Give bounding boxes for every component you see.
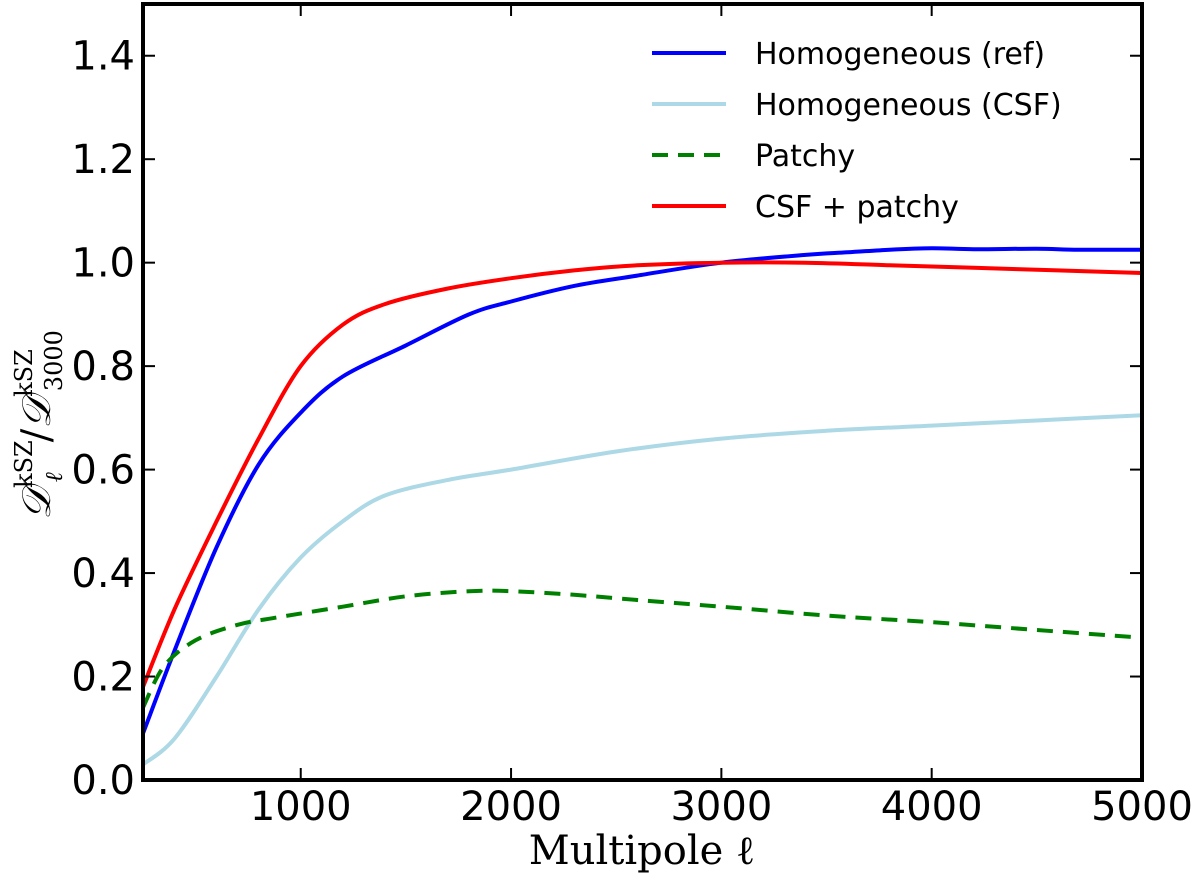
series-line-homogeneous-ref [141, 246, 1143, 735]
y-tick-label: 0.6 [71, 448, 135, 494]
x-tick-label: 3000 [670, 784, 772, 830]
legend-label-patchy: Patchy [755, 139, 855, 174]
legend: Homogeneous (ref) Homogeneous (CSF) Patchy… [652, 37, 1062, 225]
y-tick-label: 0.2 [71, 655, 135, 701]
y-tick-label: 1.2 [71, 137, 135, 183]
y-title-num-sub: ℓ [40, 472, 68, 482]
legend-label-homogeneous-csf: Homogeneous (CSF) [755, 88, 1062, 123]
x-tick-label: 1000 [250, 784, 352, 830]
series-line-patchy [141, 588, 1143, 709]
series-layer [141, 246, 1143, 767]
y-title-slash: / [14, 428, 60, 442]
y-tick-label: 0.8 [71, 344, 135, 390]
y-axis-title: 𝒟kSZℓ/𝒟kSZ3000 [10, 330, 68, 520]
x-tick-label: 2000 [460, 784, 562, 830]
y-tick-label: 0.0 [71, 758, 135, 804]
series-line-csf-patchy [141, 260, 1143, 688]
y-title-num-sup: kSZ [10, 440, 38, 488]
svg-text:𝒟kSZℓ/𝒟kSZ3000: 𝒟kSZℓ/𝒟kSZ3000 [10, 330, 68, 520]
legend-label-csf-patchy: CSF + patchy [755, 190, 959, 225]
x-tick-label: 4000 [881, 784, 983, 830]
y-tick-label: 1.4 [71, 34, 135, 80]
y-title-den-sup: kSZ [10, 349, 38, 397]
ticks-layer: 1000 2000 3000 4000 5000 0.0 0.2 0.4 0.6 0.8 1.0 1.… [71, 4, 1193, 830]
y-tick-label: 0.4 [71, 551, 135, 597]
y-tick-label: 1.0 [71, 241, 135, 287]
x-tick-label: 5000 [1091, 784, 1193, 830]
x-axis-title: Multipole ℓ [529, 828, 755, 874]
y-title-den-sub: 3000 [40, 330, 68, 391]
plot-frame [141, 2, 1144, 782]
legend-label-homogeneous-ref: Homogeneous (ref) [755, 37, 1045, 72]
series-line-homogeneous-csf [141, 413, 1143, 767]
